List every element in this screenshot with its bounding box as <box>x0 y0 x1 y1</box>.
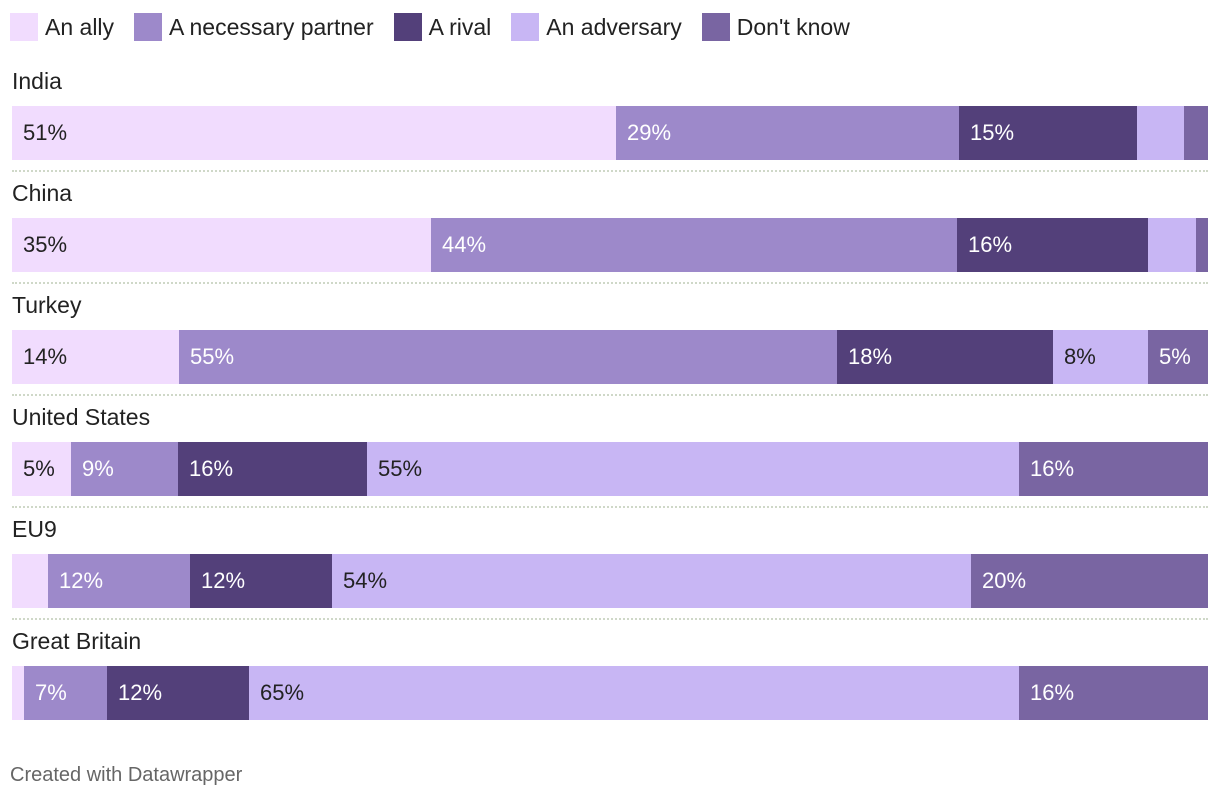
legend-item: An ally <box>10 13 114 41</box>
bar-segment <box>179 330 837 384</box>
data-label: 18% <box>848 344 893 369</box>
bar-segment <box>1137 106 1184 160</box>
data-label: 16% <box>1030 456 1075 481</box>
legend-swatch <box>511 13 540 41</box>
datawrapper-credit: Created with Datawrapper <box>10 764 243 786</box>
legend-swatch <box>701 13 730 41</box>
stacked-bar: 12% 12% 54% 20% <box>12 554 1208 608</box>
legend-label: An adversary <box>546 13 682 40</box>
stacked-bar: 51% 29% 15% <box>12 106 1208 160</box>
stacked-bar: 14% 55% 18% 8% 5% <box>12 330 1208 384</box>
bar-segment <box>12 106 616 160</box>
bar-row: Turkey 14% 55% 18% 8% 5% <box>12 292 1208 384</box>
data-label: 65% <box>260 680 305 705</box>
bar-segment <box>1148 218 1196 272</box>
data-label: 55% <box>378 456 423 481</box>
data-label: 14% <box>23 344 68 369</box>
row-separator <box>12 282 1208 284</box>
bar-segment <box>1019 442 1208 496</box>
stacked-bar: 7% 12% 65% 16% <box>12 666 1208 720</box>
bar-row: United States 5% 9% 16% 55% 16% <box>12 404 1208 496</box>
bar-segment <box>1184 106 1208 160</box>
data-label: 16% <box>189 456 234 481</box>
data-label: 12% <box>118 680 163 705</box>
chart-legend: An ally A necessary partner A rival An adve… <box>10 12 870 42</box>
category-label: United States <box>12 404 151 430</box>
legend-item: Don't know <box>701 13 850 41</box>
row-separator <box>12 394 1208 396</box>
legend-item: A rival <box>393 13 492 41</box>
bar-row: India 51% 29% 15% <box>12 68 1208 160</box>
data-label: 15% <box>970 120 1015 145</box>
category-label: EU9 <box>12 516 57 542</box>
bar-segment <box>616 106 959 160</box>
data-label: 55% <box>190 344 235 369</box>
data-label: 5% <box>1159 344 1191 369</box>
bar-segment <box>178 442 367 496</box>
data-label: 54% <box>343 568 388 593</box>
bar-segment <box>957 218 1148 272</box>
legend-swatch <box>393 13 422 41</box>
bar-segment <box>12 666 24 720</box>
data-label: 5% <box>23 456 55 481</box>
bar-segment <box>1053 330 1148 384</box>
bar-segment <box>1148 330 1208 384</box>
legend-swatch <box>10 13 38 41</box>
data-label: 12% <box>201 568 246 593</box>
bar-segment <box>971 554 1208 608</box>
data-label: 44% <box>442 232 487 257</box>
bar-segment <box>959 106 1137 160</box>
legend-label: A necessary partner <box>169 13 374 40</box>
category-label: China <box>12 180 73 206</box>
legend-item: A necessary partner <box>134 13 374 41</box>
bar-segment <box>332 554 971 608</box>
data-label: 12% <box>59 568 104 593</box>
bar-segment <box>837 330 1053 384</box>
legend-label: Don't know <box>736 13 850 40</box>
bar-row: EU9 12% 12% 54% 20% <box>12 516 1208 608</box>
data-label: 29% <box>627 120 672 145</box>
data-label: 7% <box>35 680 67 705</box>
data-label: 8% <box>1064 344 1096 369</box>
legend-label: A rival <box>428 13 492 40</box>
data-label: 16% <box>968 232 1013 257</box>
bar-segment <box>12 330 179 384</box>
bar-segment <box>1196 218 1208 272</box>
bar-segment <box>431 218 957 272</box>
legend-label: An ally <box>45 13 115 40</box>
category-label: Turkey <box>12 292 82 318</box>
bar-segment <box>12 442 71 496</box>
bar-row: Great Britain 7% 12% 65% 16% <box>12 628 1208 720</box>
bar-segment <box>249 666 1019 720</box>
category-label: India <box>12 68 62 94</box>
bar-segment <box>24 666 107 720</box>
bar-segment <box>1019 666 1208 720</box>
bar-segment <box>107 666 249 720</box>
row-separator <box>12 506 1208 508</box>
bar-segment <box>12 554 48 608</box>
bar-segment <box>48 554 190 608</box>
legend-swatch <box>134 13 163 41</box>
stacked-bar: 5% 9% 16% 55% 16% <box>12 442 1208 496</box>
stacked-bar: 35% 44% 16% <box>12 218 1208 272</box>
bar-row: China 35% 44% 16% <box>12 180 1208 272</box>
data-label: 9% <box>82 456 114 481</box>
data-label: 35% <box>23 232 68 257</box>
bar-segment <box>367 442 1019 496</box>
legend-item: An adversary <box>511 13 682 41</box>
row-separator <box>12 170 1208 172</box>
data-label: 16% <box>1030 680 1075 705</box>
bar-segment <box>12 218 431 272</box>
bar-segment <box>71 442 178 496</box>
data-label: 20% <box>982 568 1027 593</box>
category-label: Great Britain <box>12 628 142 654</box>
data-label: 51% <box>23 120 68 145</box>
bar-segment <box>190 554 332 608</box>
row-separator <box>12 618 1208 620</box>
